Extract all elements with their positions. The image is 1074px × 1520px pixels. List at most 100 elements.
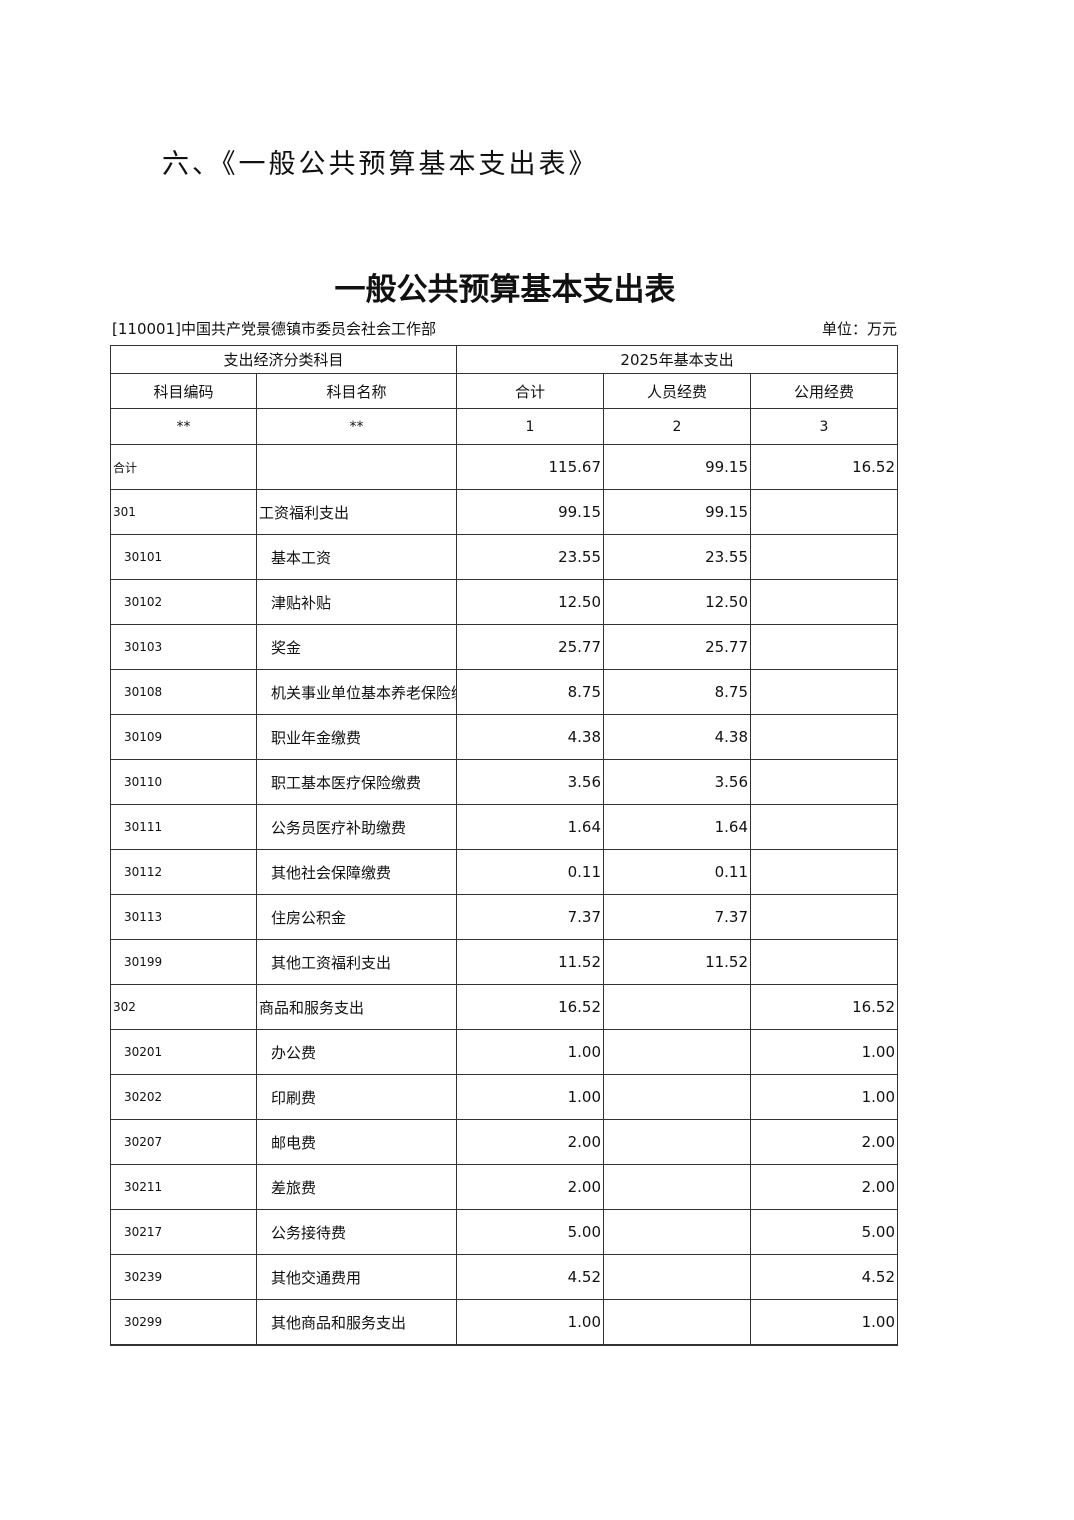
cell-total: 4.52 [456,1254,605,1300]
cell-code: 30103 [110,624,257,670]
header-public: 公用经费 [750,373,899,409]
cell-code: 302 [110,984,257,1030]
cell-personnel: 25.77 [603,624,752,670]
cell-name: 邮电费 [255,1119,458,1165]
cell-total: 1.00 [456,1029,605,1075]
table-row: 30199 其他工资福利支出 11.52 11.52 [110,939,899,985]
cell-public [750,624,899,670]
budget-table: 支出经济分类科目 2025年基本支出 科目编码 科目名称 合计 人员经费 公用经… [109,345,899,1346]
cell-name: 办公费 [255,1029,458,1075]
cell-public [750,534,899,580]
cell-public [750,804,899,850]
table-row: 30202 印刷费 1.00 1.00 [110,1074,899,1120]
cell-personnel: 8.75 [603,669,752,715]
cell-personnel [603,1299,752,1346]
cell-name: 职业年金缴费 [255,714,458,760]
header-group-right: 2025年基本支出 [456,345,899,374]
cell-name: 工资福利支出 [255,489,458,535]
cell-name: 差旅费 [255,1164,458,1210]
cell-public [750,669,899,715]
cell-name: 奖金 [255,624,458,670]
cell-public: 16.52 [750,984,899,1030]
cell-personnel [603,1029,752,1075]
cell-name: 公务员医疗补助缴费 [255,804,458,850]
table-row: 合计 115.67 99.15 16.52 [110,444,899,490]
cell-public [750,894,899,940]
cell-public: 4.52 [750,1254,899,1300]
cell-public [750,939,899,985]
cell-total: 5.00 [456,1209,605,1255]
table-row: 30111 公务员医疗补助缴费 1.64 1.64 [110,804,899,850]
cell-name: 其他商品和服务支出 [255,1299,458,1346]
index-row: ** ** 1 2 3 [110,408,899,445]
cell-personnel [603,1254,752,1300]
index-personnel: 2 [603,408,752,445]
cell-code: 30207 [110,1119,257,1165]
cell-personnel: 11.52 [603,939,752,985]
cell-name: 机关事业单位基本养老保险缴费 [255,669,458,715]
cell-name: 津贴补贴 [255,579,458,625]
cell-code: 30211 [110,1164,257,1210]
cell-name: 住房公积金 [255,894,458,940]
cell-code: 30112 [110,849,257,895]
cell-personnel: 0.11 [603,849,752,895]
cell-total: 23.55 [456,534,605,580]
cell-total: 115.67 [456,444,605,490]
cell-personnel: 23.55 [603,534,752,580]
department-label: [110001]中国共产党景德镇市委员会社会工作部 [112,320,436,338]
cell-total: 25.77 [456,624,605,670]
cell-public: 2.00 [750,1119,899,1165]
table-row: 30101 基本工资 23.55 23.55 [110,534,899,580]
cell-code: 30202 [110,1074,257,1120]
table-row: 30112 其他社会保障缴费 0.11 0.11 [110,849,899,895]
cell-public: 16.52 [750,444,899,490]
cell-name: 公务接待费 [255,1209,458,1255]
cell-total: 2.00 [456,1164,605,1210]
section-title: 六、《一般公共预算基本支出表》 [162,149,599,180]
cell-total: 12.50 [456,579,605,625]
cell-public: 5.00 [750,1209,899,1255]
cell-code: 30199 [110,939,257,985]
cell-name: 印刷费 [255,1074,458,1120]
unit-label: 单位：万元 [821,320,897,338]
cell-personnel: 4.38 [603,714,752,760]
table-row: 30207 邮电费 2.00 2.00 [110,1119,899,1165]
cell-name [255,444,458,490]
cell-code: 301 [110,489,257,535]
cell-total: 0.11 [456,849,605,895]
header-total: 合计 [456,373,605,409]
cell-personnel [603,1119,752,1165]
cell-personnel [603,984,752,1030]
cell-name: 商品和服务支出 [255,984,458,1030]
table-row: 30211 差旅费 2.00 2.00 [110,1164,899,1210]
cell-total: 1.00 [456,1299,605,1346]
cell-total: 1.00 [456,1074,605,1120]
table-row: 301 工资福利支出 99.15 99.15 [110,489,899,535]
cell-public: 1.00 [750,1029,899,1075]
cell-code: 30108 [110,669,257,715]
cell-total: 3.56 [456,759,605,805]
cell-public [750,759,899,805]
index-code: ** [110,408,257,445]
cell-code: 30217 [110,1209,257,1255]
header-name: 科目名称 [255,373,458,409]
header-row: 科目编码 科目名称 合计 人员经费 公用经费 [110,373,899,409]
table-row: 30299 其他商品和服务支出 1.00 1.00 [110,1299,899,1346]
cell-public [750,849,899,895]
header-code: 科目编码 [110,373,257,409]
cell-name: 其他交通费用 [255,1254,458,1300]
table-row: 30103 奖金 25.77 25.77 [110,624,899,670]
cell-name: 其他社会保障缴费 [255,849,458,895]
cell-code: 30102 [110,579,257,625]
cell-code: 30111 [110,804,257,850]
index-public: 3 [750,408,899,445]
cell-personnel [603,1074,752,1120]
table-row: 30102 津贴补贴 12.50 12.50 [110,579,899,625]
cell-code: 合计 [110,444,257,490]
cell-name: 基本工资 [255,534,458,580]
cell-public: 1.00 [750,1074,899,1120]
cell-code: 30239 [110,1254,257,1300]
cell-total: 16.52 [456,984,605,1030]
table-row: 302 商品和服务支出 16.52 16.52 [110,984,899,1030]
header-group-left: 支出经济分类科目 [109,345,458,374]
